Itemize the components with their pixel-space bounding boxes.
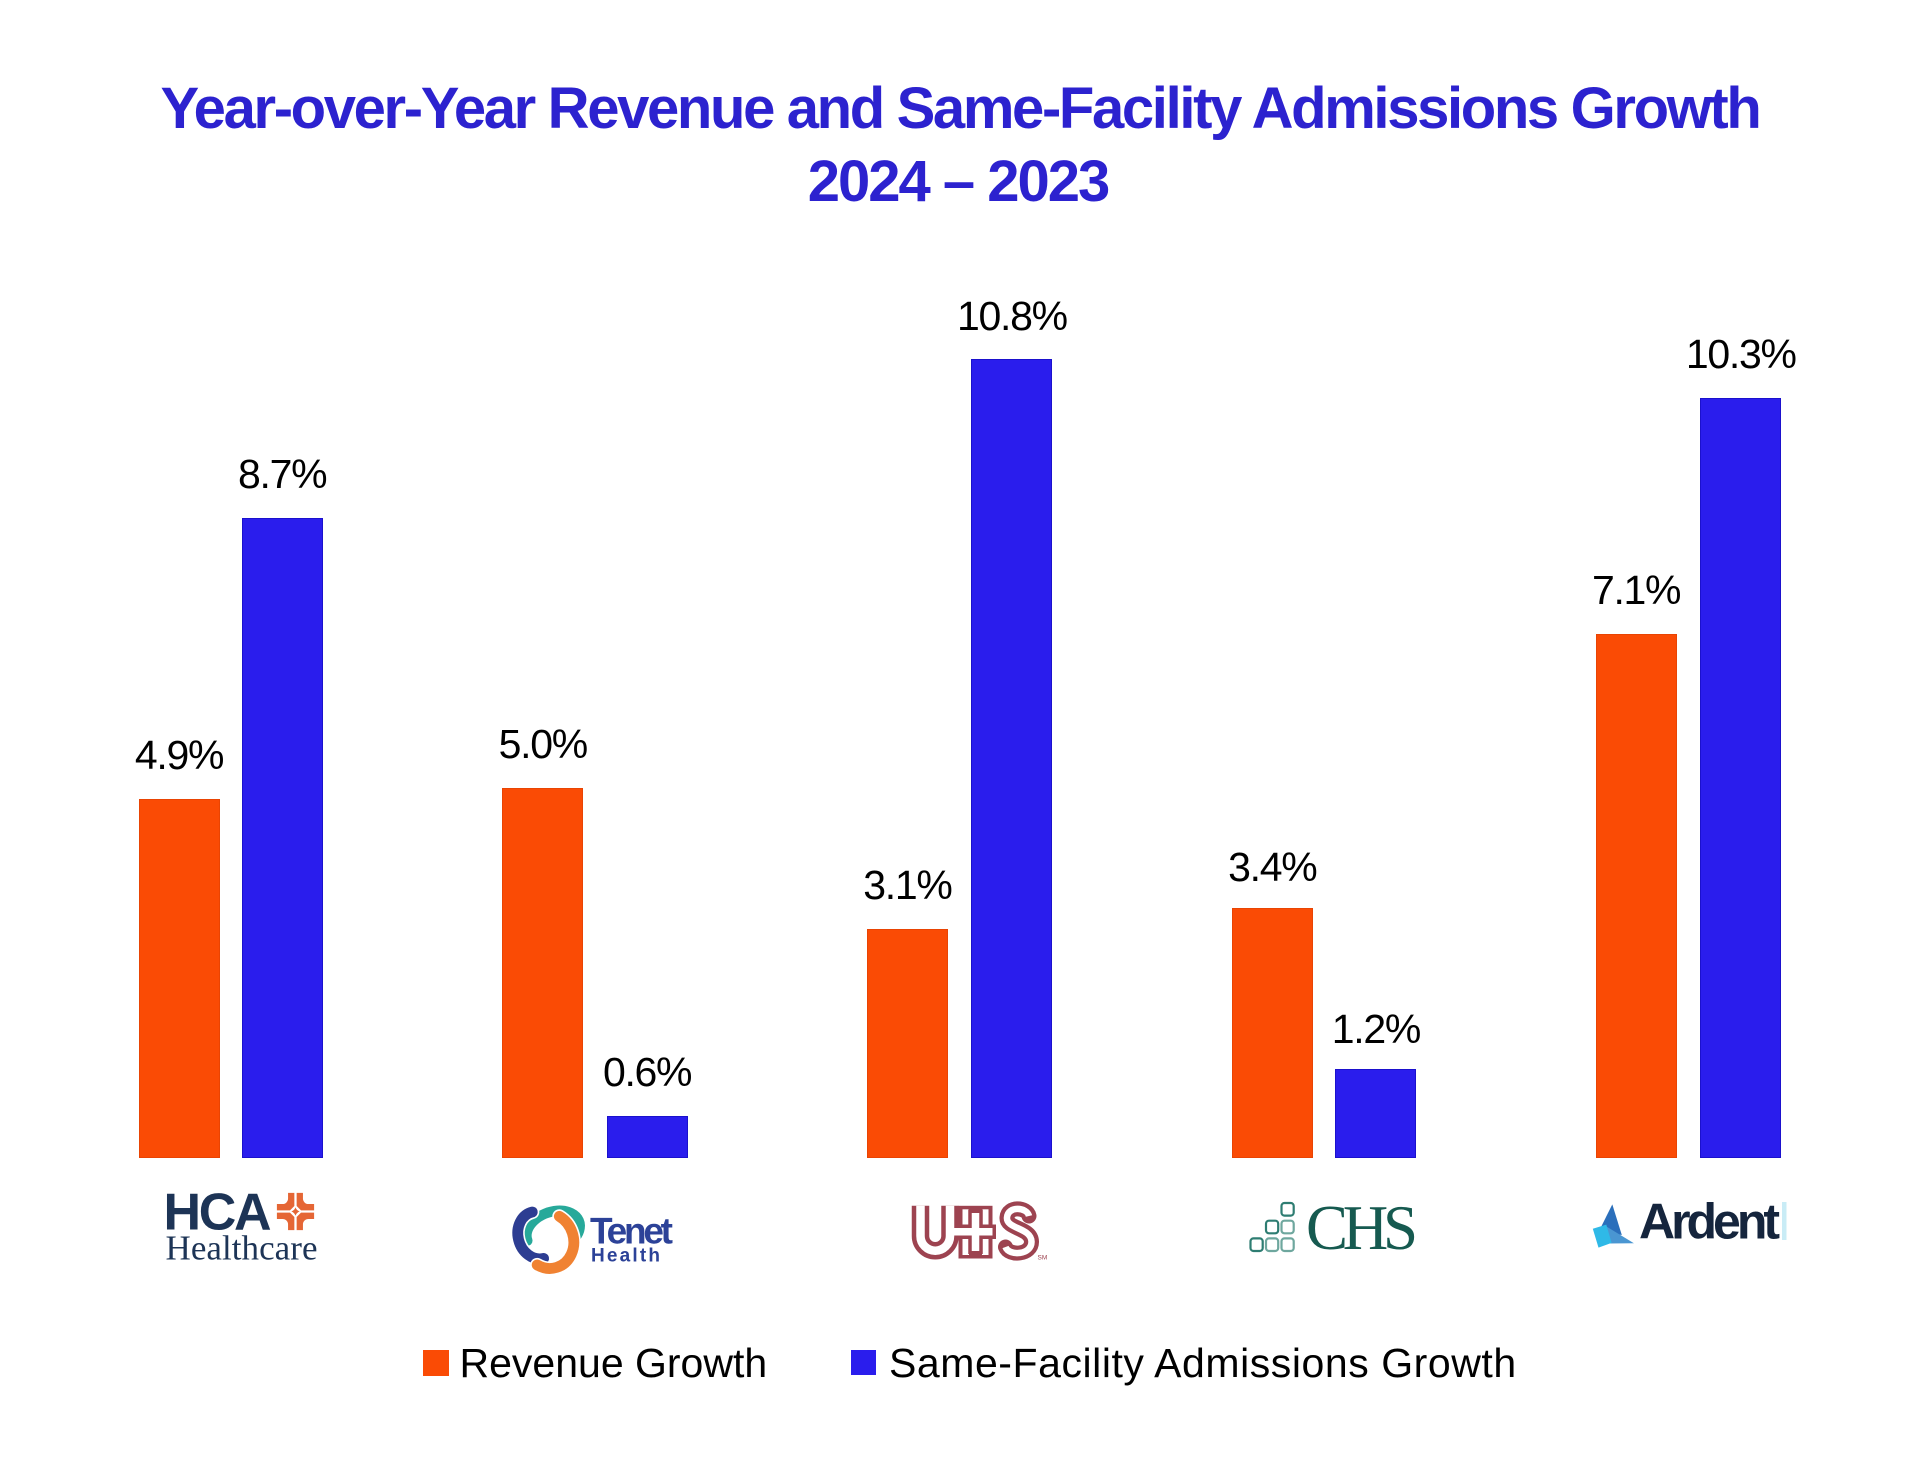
svg-text:Healthcare: Healthcare [166, 1229, 318, 1268]
svg-text:HCA: HCA [164, 1185, 272, 1242]
svg-text:Health: Health [591, 1245, 660, 1266]
svg-text:Tenet: Tenet [590, 1211, 673, 1252]
svg-text:Ardent: Ardent [1639, 1195, 1780, 1250]
svg-text:CHS: CHS [1306, 1196, 1418, 1258]
svg-text:SM: SM [1038, 1254, 1048, 1261]
